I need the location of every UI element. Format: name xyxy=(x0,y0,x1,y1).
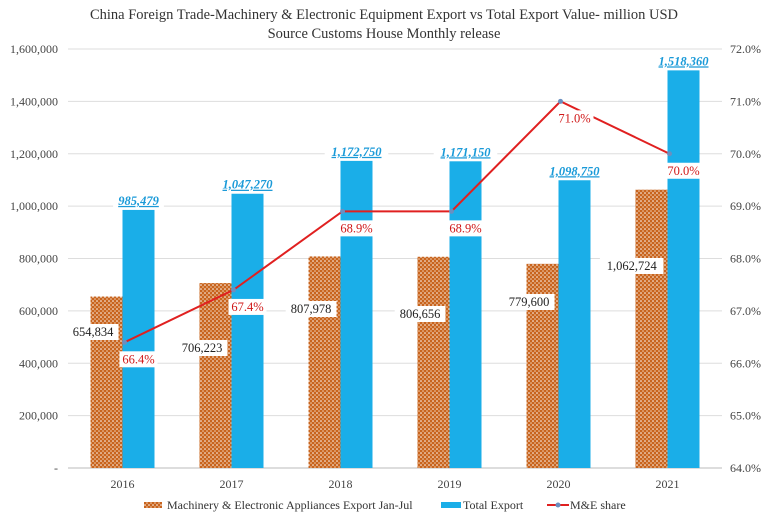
y-left-tick-label: 600,000 xyxy=(19,304,58,318)
line-marker xyxy=(558,98,563,104)
label-total-export: 1,047,270 xyxy=(223,178,274,192)
label-me-export-bg xyxy=(503,294,555,310)
line-marker xyxy=(122,339,127,345)
label-me-share-bg xyxy=(555,110,594,127)
label-me-share: 68.9% xyxy=(340,221,372,235)
y-right-tick-label: 70.0% xyxy=(730,147,761,161)
legend-marker-share xyxy=(555,502,561,508)
label-me-export-bg xyxy=(285,301,337,317)
label-me-export: 807,978 xyxy=(291,302,332,316)
x-tick-label: 2020 xyxy=(547,477,571,491)
label-me-share: 71.0% xyxy=(558,111,590,125)
y-left-tick-label: 800,000 xyxy=(19,252,58,266)
label-total-export: 985,479 xyxy=(118,194,159,208)
label-total-export-bg xyxy=(433,144,498,161)
label-me-export: 654,834 xyxy=(73,325,114,339)
label-me-export-bg xyxy=(176,340,228,356)
line-marker xyxy=(667,151,672,157)
label-me-share: 67.4% xyxy=(231,300,263,314)
y-right-tick-label: 68.0% xyxy=(730,252,761,266)
bar-total-export xyxy=(449,161,482,468)
line-marker xyxy=(340,208,345,214)
bar-me-export xyxy=(308,256,341,468)
label-total-export-bg xyxy=(113,192,164,209)
y-left-tick-label: 1,400,000 xyxy=(10,94,58,108)
line-marker xyxy=(231,287,236,293)
label-total-export-bg xyxy=(215,176,280,193)
y-left-tick-label: 200,000 xyxy=(19,409,58,423)
label-me-export: 779,600 xyxy=(509,295,550,309)
x-tick-label: 2016 xyxy=(111,477,135,491)
chart-subtitle: Source Customs House Monthly release xyxy=(268,26,501,42)
legend-label-me-export: Machinery & Electronic Appliances Export… xyxy=(167,498,413,512)
x-tick-label: 2018 xyxy=(329,477,353,491)
x-tick-label: 2021 xyxy=(656,477,680,491)
line-me-share xyxy=(124,100,670,344)
label-me-share-bg xyxy=(446,220,485,237)
x-tick-label: 2019 xyxy=(438,477,462,491)
label-me-export: 706,223 xyxy=(182,341,223,355)
label-me-export: 806,656 xyxy=(400,307,441,321)
line-marker xyxy=(449,208,454,214)
legend: Machinery & Electronic Appliances Export… xyxy=(144,498,626,512)
label-me-share-bg xyxy=(119,351,158,368)
label-me-export-bg xyxy=(67,324,119,340)
bar-me-export xyxy=(90,296,123,468)
bar-total-export xyxy=(122,209,155,469)
x-tick-label: 2017 xyxy=(220,477,244,491)
y-left-tick-label: 400,000 xyxy=(19,356,58,370)
label-me-share: 66.4% xyxy=(122,352,154,366)
label-total-export: 1,171,150 xyxy=(441,145,492,159)
bar-me-export xyxy=(635,189,668,468)
y-right-tick-label: 67.0% xyxy=(730,304,761,318)
bar-total-export xyxy=(340,160,373,468)
y-left-tick-label: 1,200,000 xyxy=(10,147,58,161)
y-left-tick-label: 1,000,000 xyxy=(10,199,58,213)
label-me-share-bg xyxy=(664,162,703,179)
y-right-tick-label: 69.0% xyxy=(730,199,761,213)
legend-swatch-me-export xyxy=(144,502,162,508)
bar-total-export xyxy=(558,180,591,469)
y-right-tick-label: 66.0% xyxy=(730,356,761,370)
bar-total-export xyxy=(231,193,264,469)
y-right-tick-label: 65.0% xyxy=(730,409,761,423)
label-me-export-bg xyxy=(394,306,446,322)
label-total-export: 1,518,360 xyxy=(659,54,710,68)
label-me-share: 70.0% xyxy=(667,164,699,178)
y-right-tick-label: 64.0% xyxy=(730,461,761,475)
label-me-export: 1,062,724 xyxy=(607,259,658,273)
legend-label-share: M&E share xyxy=(570,498,626,512)
y-right-tick-label: 72.0% xyxy=(730,42,761,56)
y-left-tick-label: - xyxy=(54,461,58,475)
label-me-share-bg xyxy=(228,298,267,315)
label-total-export-bg xyxy=(651,53,716,70)
legend-label-total: Total Export xyxy=(463,498,524,512)
bar-me-export xyxy=(417,256,450,468)
bar-total-export xyxy=(667,70,700,468)
label-me-share: 68.9% xyxy=(449,221,481,235)
label-me-export-bg xyxy=(599,258,664,274)
bar-me-export xyxy=(199,283,232,468)
label-total-export: 1,172,750 xyxy=(332,145,383,159)
label-total-export-bg xyxy=(324,143,389,160)
chart-title: China Foreign Trade-Machinery & Electron… xyxy=(90,7,678,23)
label-total-export: 1,098,750 xyxy=(550,164,601,178)
y-left-tick-label: 1,600,000 xyxy=(10,42,58,56)
y-right-tick-label: 71.0% xyxy=(730,94,761,108)
legend-swatch-total xyxy=(441,502,461,508)
label-me-share-bg xyxy=(337,220,376,237)
label-total-export-bg xyxy=(542,163,607,180)
